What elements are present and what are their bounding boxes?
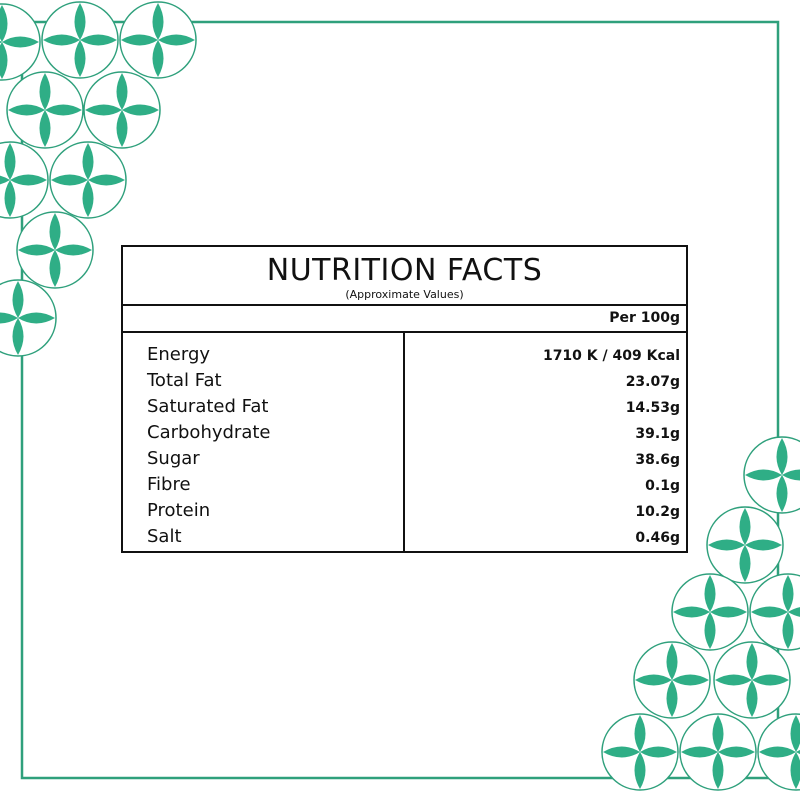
flower-circle-icon [633, 641, 711, 719]
per-100g-header: Per 100g [609, 310, 680, 326]
flower-circle-icon [749, 573, 800, 651]
nutrient-name: Salt [147, 526, 182, 547]
nutrient-name: Saturated Fat [147, 396, 269, 417]
nutrient-value: 14.53g [625, 400, 680, 416]
flower-circle-icon [6, 71, 84, 149]
nutrition-facts-table: NUTRITION FACTS (Approximate Values) Per… [121, 245, 688, 553]
flower-circle-icon [49, 141, 127, 219]
divider [123, 304, 686, 306]
flower-circle-icon [0, 3, 41, 81]
flower-circle-icon [679, 713, 757, 791]
nutrient-value: 1710 K / 409 Kcal [542, 348, 680, 364]
flower-circle-icon [706, 506, 784, 584]
nutrient-name: Carbohydrate [147, 422, 271, 443]
flower-circle-icon [671, 573, 749, 651]
nutrient-value: 23.07g [625, 374, 680, 390]
flower-circle-icon [601, 713, 679, 791]
nutrient-names: Energy Total Fat Saturated Fat Carbohydrate… [147, 344, 271, 552]
flower-circle-icon [713, 641, 791, 719]
nutrient-values: 1710 K / 409 Kcal 23.07g 14.53g 39.1g 38.6g 0… [543, 344, 680, 552]
flower-circle-icon [0, 279, 57, 357]
nutrient-value: 38.6g [635, 452, 680, 468]
column-divider [403, 331, 405, 551]
nutrient-value: 10.2g [635, 504, 680, 520]
flower-circle-icon [757, 713, 800, 791]
frame-border [20, 20, 780, 780]
flower-circle-icon [16, 211, 94, 289]
nutrient-name: Total Fat [147, 370, 222, 391]
nutrient-name: Fibre [147, 474, 191, 495]
table-subtitle: (Approximate Values) [345, 288, 464, 301]
nutrient-value: 0.46g [635, 530, 680, 546]
nutrient-value: 0.1g [645, 478, 680, 494]
flower-circle-icon [83, 71, 161, 149]
flower-circle-icon [41, 1, 119, 79]
nutrient-name: Protein [147, 500, 211, 521]
table-title: NUTRITION FACTS [266, 253, 543, 288]
flower-circle-icon [743, 436, 800, 514]
nutrient-name: Energy [147, 344, 211, 365]
nutrient-name: Sugar [147, 448, 200, 469]
flower-circle-icon [0, 141, 49, 219]
nutrient-value: 39.1g [635, 426, 680, 442]
flower-circle-icon [119, 1, 197, 79]
